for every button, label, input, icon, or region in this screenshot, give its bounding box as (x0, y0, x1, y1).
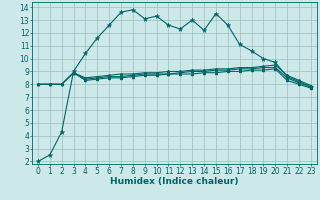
X-axis label: Humidex (Indice chaleur): Humidex (Indice chaleur) (110, 177, 239, 186)
